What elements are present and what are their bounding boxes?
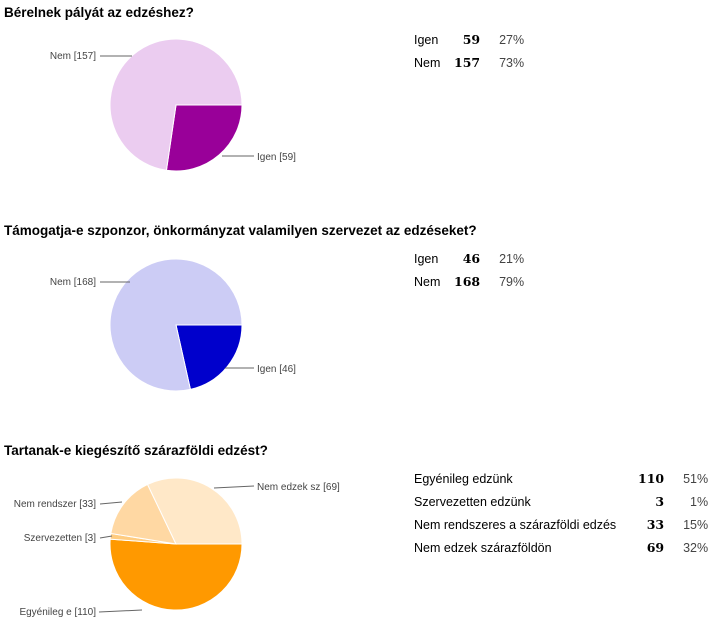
answer-count: 157 <box>454 55 481 70</box>
summary-row: Egyénileg edzünk 110 51% <box>414 467 708 490</box>
answer-count: 33 <box>646 517 665 532</box>
summary-row: Nem 157 73% <box>414 51 524 74</box>
slice-label: Egyénileg e [110] <box>19 607 96 618</box>
pie-chart: Egyénileg e [110] Szervezetten [3] Nem ren… <box>14 477 340 618</box>
answer-percent: 79% <box>499 274 525 289</box>
answer-percent: 15% <box>683 517 709 532</box>
answer-label: Egyénileg edzünk <box>414 471 513 486</box>
answer-label: Szervezetten edzünk <box>414 494 531 509</box>
pie-slice-nem-edzek-szarazfoldon <box>146 477 243 545</box>
answer-label: Nem <box>414 274 441 289</box>
question-title: Támogatja-e szponzor, önkormányzat valam… <box>4 223 477 238</box>
pie-chart: Igen [59] Nem [157] <box>50 38 296 172</box>
slice-label: Igen [59] <box>257 152 296 163</box>
slice-label: Nem [168] <box>50 277 96 288</box>
answer-count: 59 <box>462 32 481 47</box>
answer-count: 3 <box>655 494 665 509</box>
pie-slice-nem <box>109 38 243 171</box>
answer-count: 168 <box>454 274 481 289</box>
summary-row: Nem rendszeres a szárazföldi edzés 33 15… <box>414 513 708 536</box>
pie-slice-nem-rendszeres-a-szarazfoldi-edzes <box>110 483 177 545</box>
answer-count: 69 <box>646 540 665 555</box>
answer-percent: 21% <box>499 251 525 266</box>
summary-table: Igen 46 21% Nem 168 79% <box>414 247 524 293</box>
summary-row: Nem 168 79% <box>414 270 524 293</box>
slice-label: Nem edzek sz [69] <box>257 482 340 493</box>
answer-percent: 32% <box>683 540 709 555</box>
slice-leader-line <box>99 501 123 505</box>
slice-label: Igen [46] <box>257 364 296 375</box>
slice-label: Szervezetten [3] <box>24 533 96 544</box>
slice-label: Nem [157] <box>50 51 96 62</box>
slice-label: Nem rendszer [33] <box>14 499 96 510</box>
slice-leader-line <box>213 485 255 489</box>
slice-leader-line <box>98 609 143 613</box>
summary-row: Nem edzek szárazföldön 69 32% <box>414 536 708 559</box>
summary-row: Szervezetten edzünk 3 1% <box>414 490 708 513</box>
answer-percent: 27% <box>499 32 525 47</box>
answer-percent: 1% <box>690 494 709 509</box>
answer-count: 110 <box>638 471 665 486</box>
answer-percent: 51% <box>683 471 709 486</box>
slice-leader-line <box>99 535 113 539</box>
answer-label: Igen <box>414 251 439 266</box>
question-title: Tartanak-e kiegészítő szárazföldi edzést… <box>4 443 268 458</box>
pie-slice-egyenileg-edzunk <box>109 538 243 611</box>
answer-label: Nem edzek szárazföldön <box>414 540 552 555</box>
answer-label: Igen <box>414 32 439 47</box>
summary-table: Egyénileg edzünk 110 51% Szervezetten ed… <box>414 467 708 559</box>
pie-slice-nem <box>109 258 243 392</box>
answer-label: Nem <box>414 55 441 70</box>
summary-table: Igen 59 27% Nem 157 73% <box>414 28 524 74</box>
pie-chart: Igen [46] Nem [168] <box>50 258 296 392</box>
summary-row: Igen 59 27% <box>414 28 524 51</box>
pie-slice-igen <box>165 104 243 172</box>
answer-label: Nem rendszeres a szárazföldi edzés <box>414 517 617 532</box>
question-title: Bérelnek pályát az edzéshez? <box>4 5 194 20</box>
answer-count: 46 <box>462 251 481 266</box>
pie-slice-igen <box>175 324 243 391</box>
answer-percent: 73% <box>499 55 525 70</box>
summary-row: Igen 46 21% <box>414 247 524 270</box>
